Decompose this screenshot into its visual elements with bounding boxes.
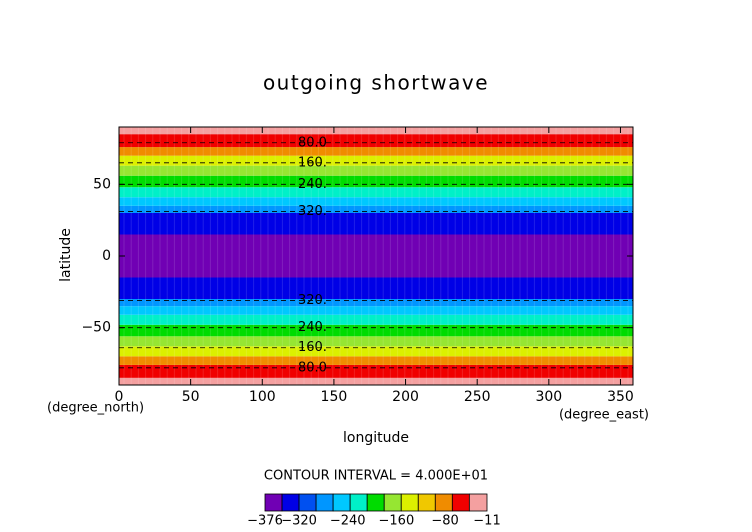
colorbar-box	[332, 493, 351, 512]
contour-band	[119, 234, 633, 278]
colorbar-box	[349, 493, 368, 512]
x-tick-label: 200	[392, 389, 419, 405]
contour-band	[119, 346, 633, 357]
contour-label: 320.	[298, 204, 327, 219]
y-tick-label: −50	[81, 320, 111, 336]
colorbar-box	[298, 493, 317, 512]
contour-label: 160.	[298, 155, 327, 170]
contour-band	[119, 147, 633, 156]
contour-label: 240.	[298, 177, 327, 192]
contour-band	[119, 306, 633, 315]
x-tick-label: 250	[464, 389, 491, 405]
contour-label: 80.0	[298, 135, 327, 150]
contour-interval: CONTOUR INTERVAL = 4.000E+01	[264, 469, 488, 484]
x-tick-label: 300	[535, 389, 562, 405]
colorbar-box	[366, 493, 385, 512]
contour-band	[119, 324, 633, 337]
contour-band	[119, 187, 633, 198]
x-axis-label: longitude	[343, 430, 409, 446]
contour-label: 160.	[298, 340, 327, 355]
colorbar-label: −11	[473, 514, 500, 529]
y-unit: (degree_north)	[47, 401, 144, 416]
chart-title: outgoing shortwave	[263, 71, 489, 95]
contour-band	[119, 277, 633, 299]
colorbar-box	[281, 493, 300, 512]
contour-band	[119, 134, 633, 148]
contour-label: 320.	[298, 293, 327, 308]
contour-band	[119, 356, 633, 365]
contour-band	[119, 197, 633, 206]
y-tick-label: 0	[102, 248, 111, 264]
contour-band	[119, 314, 633, 325]
colorbar-label: −80	[431, 514, 458, 529]
y-axis-label: latitude	[58, 228, 74, 282]
contour-band	[119, 205, 633, 213]
colorbar-box	[468, 493, 488, 512]
contour-band	[119, 377, 633, 385]
colorbar-box	[264, 493, 283, 512]
contour-label: 240.	[298, 320, 327, 335]
contour-band	[119, 336, 633, 347]
x-tick-label: 0	[115, 389, 124, 405]
colorbar-label: −160	[379, 514, 415, 529]
colorbar-label: −240	[330, 514, 366, 529]
contour-band	[119, 127, 633, 135]
contour-band	[119, 155, 633, 166]
colorbar-box	[451, 493, 470, 512]
contour-band	[119, 175, 633, 188]
contour-label: 80.0	[298, 360, 327, 375]
x-tick-label: 150	[321, 389, 348, 405]
colorbar-box	[315, 493, 334, 512]
contour-band	[119, 165, 633, 176]
x-tick-label: 50	[182, 389, 200, 405]
contour-band	[119, 213, 633, 235]
contour-band	[119, 299, 633, 307]
x-tick-label: 100	[249, 389, 276, 405]
colorbar-box	[383, 493, 402, 512]
colorbar-label: −376	[247, 514, 283, 529]
y-tick-label: 50	[93, 176, 111, 192]
colorbar-box	[434, 493, 453, 512]
colorbar-label: −320	[281, 514, 317, 529]
colorbar-box	[400, 493, 419, 512]
x-unit: (degree_east)	[559, 408, 649, 423]
x-tick-label: 350	[607, 389, 634, 405]
colorbar-box	[417, 493, 436, 512]
